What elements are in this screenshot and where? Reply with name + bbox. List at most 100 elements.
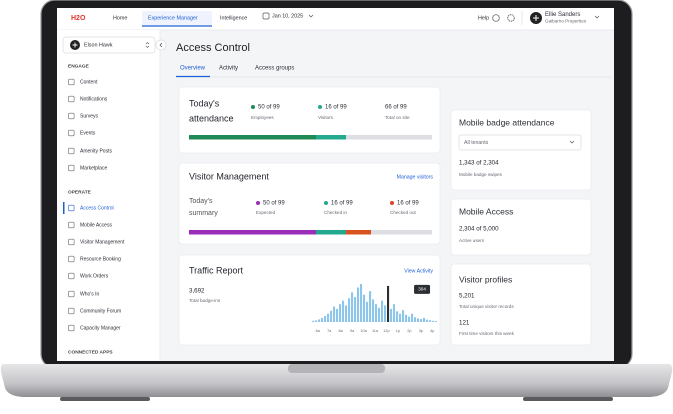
stat-label: Total unique visitor records <box>459 304 514 309</box>
hour-label: 9a <box>350 329 355 333</box>
help-icon[interactable] <box>492 14 500 22</box>
card-title: Visitor Management <box>189 171 269 181</box>
foot <box>523 397 613 401</box>
traffic-bar <box>345 305 348 322</box>
progress-employees <box>189 135 316 140</box>
stat-label: Checked out <box>390 210 417 215</box>
traffic-bar <box>339 304 342 322</box>
traffic-bar <box>327 313 330 322</box>
traffic-bar <box>354 297 357 322</box>
nav-item[interactable]: Surveys <box>80 113 99 119</box>
help[interactable]: Help <box>478 15 489 21</box>
summary-label: summary <box>189 210 218 217</box>
traffic-bar <box>348 298 351 322</box>
stat-value: 121 <box>459 320 470 327</box>
traffic-bar <box>396 311 399 322</box>
nav-item[interactable]: Resource Booking <box>80 256 121 262</box>
status-dot <box>390 201 394 205</box>
card <box>450 263 592 346</box>
traffic-bar <box>420 319 423 322</box>
page-tab[interactable]: Overview <box>180 66 206 72</box>
nav-item[interactable]: Content <box>80 79 98 85</box>
nav-icon <box>68 95 75 103</box>
nav-item[interactable]: Capacity Manager <box>80 325 121 331</box>
nav-icon <box>68 221 75 229</box>
traffic-bar <box>351 292 354 322</box>
traffic-bar <box>321 317 324 322</box>
stat-label: Total on site <box>385 115 410 120</box>
logo: H2O <box>71 15 86 22</box>
tooltip-value: 304 <box>418 287 426 292</box>
stat-value: 50 of 99 <box>258 105 280 111</box>
stat-value: 1,343 of 2,304 <box>459 160 499 167</box>
user-org: Gaibarno Properties <box>545 19 587 24</box>
user-name[interactable]: Ellie Sanders <box>545 12 580 18</box>
nav-item[interactable]: Events <box>80 130 96 136</box>
nav-item[interactable]: Visitor Management <box>80 239 125 245</box>
view-activity-link[interactable]: View Activity <box>404 268 433 274</box>
nav-icon <box>68 255 75 263</box>
screen: H2O Jan 10, 2025 Help Ellie Sanders Gaib… <box>57 8 614 361</box>
card <box>450 198 592 256</box>
building-select[interactable] <box>62 36 156 54</box>
traffic-bar <box>366 301 369 322</box>
nav-tab[interactable]: Home <box>113 15 127 21</box>
traffic-bar <box>381 300 384 322</box>
tenant-select-value[interactable]: All tenants <box>464 140 489 146</box>
nav-icon <box>68 204 75 212</box>
date-picker[interactable]: Jan 10, 2025 <box>272 13 303 19</box>
status-dot <box>256 201 260 205</box>
stat-value: 66 of 99 <box>385 105 407 111</box>
nav-tab[interactable]: Intelligence <box>220 15 247 21</box>
progress-expected <box>189 230 316 235</box>
traffic-bar <box>402 310 405 322</box>
nav-item[interactable]: Marketplace <box>80 165 107 171</box>
nav-item[interactable]: Amenity Posts <box>80 148 112 154</box>
card-title: Today's <box>189 98 220 108</box>
building-name[interactable]: Elson Hawk <box>84 42 113 48</box>
traffic-bar <box>390 308 393 322</box>
status-dot <box>324 201 328 205</box>
hour-label: 11a <box>372 329 379 333</box>
settings-icon[interactable] <box>507 14 515 22</box>
tenant-select[interactable] <box>458 134 582 151</box>
traffic-bar <box>432 320 435 322</box>
collapse-button[interactable] <box>155 39 167 51</box>
nav-item[interactable]: Mobile Access <box>80 222 112 228</box>
traffic-bar <box>426 319 429 322</box>
page-tab[interactable]: Activity <box>219 66 238 72</box>
stat-label: Active users <box>459 238 485 243</box>
hour-label: 2p <box>407 329 411 333</box>
nav-item[interactable]: Who's In <box>80 291 100 297</box>
nav-item[interactable]: Notifications <box>80 96 108 102</box>
notch <box>288 364 385 373</box>
hour-label: 12p <box>383 329 389 333</box>
stat-label: Expected <box>256 210 276 215</box>
hour-label: 7a <box>327 329 332 333</box>
summary-label: Today's <box>189 198 213 205</box>
stat-value: 16 of 99 <box>331 201 353 207</box>
hour-label: 1p <box>396 329 400 333</box>
hour-label: 3p <box>419 329 423 333</box>
traffic-bar <box>375 304 378 322</box>
nav-icon <box>68 112 75 120</box>
page-tab[interactable]: Access groups <box>255 66 294 72</box>
traffic-bar <box>318 319 321 322</box>
nav-icon <box>68 324 75 332</box>
hour-label: 10a <box>360 329 367 333</box>
traffic-bar <box>399 313 402 322</box>
card <box>178 254 441 346</box>
nav-tab[interactable]: Experience Manager <box>148 15 198 21</box>
traffic-bar <box>408 316 411 322</box>
nav-item[interactable]: Work Orders <box>80 273 109 279</box>
nav-item[interactable]: Community Forum <box>80 308 121 314</box>
manage-visitors-link[interactable]: Manage visitors <box>397 174 434 180</box>
nav-icon <box>68 78 75 86</box>
hour-label: 8a <box>339 329 344 333</box>
status-dot <box>318 105 322 109</box>
traffic-bar <box>369 291 372 322</box>
stat-value: 3,692 <box>189 288 205 295</box>
progress-checked-in <box>316 230 346 235</box>
nav-item[interactable]: Access Control <box>80 205 114 211</box>
